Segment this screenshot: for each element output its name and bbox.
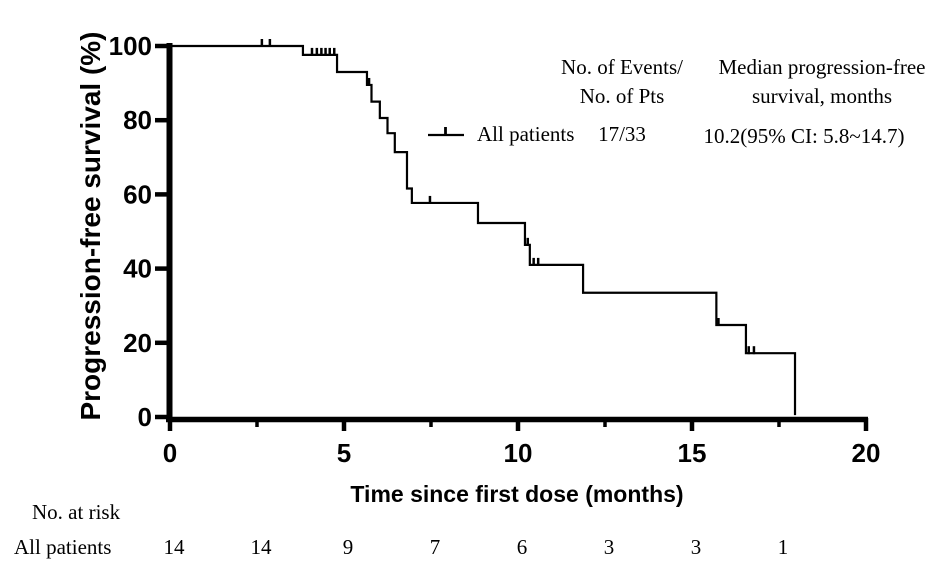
at-risk-count: 9 xyxy=(342,535,354,559)
y-tick-label: 60 xyxy=(123,179,152,209)
at-risk-count: 7 xyxy=(429,535,441,559)
median-header-line1: Median progression-free xyxy=(718,55,926,79)
y-tick-label: 20 xyxy=(123,328,152,358)
events-column-header: No. of Events/ No. of Pts xyxy=(522,53,722,111)
events-header-line2: No. of Pts xyxy=(579,84,665,108)
at-risk-count: 3 xyxy=(603,535,615,559)
at-risk-count: 14 xyxy=(250,535,272,559)
x-tick-label: 0 xyxy=(163,438,177,468)
at-risk-title: No. at risk xyxy=(32,500,121,524)
y-tick-label: 0 xyxy=(138,402,152,432)
events-header-line1: No. of Events/ xyxy=(561,55,683,79)
survival-curve-all-patients xyxy=(170,44,797,416)
median-pfs-value: 10.2(95% CI: 5.8~14.7) xyxy=(703,124,905,148)
y-tick-label: 80 xyxy=(123,105,152,135)
legend-series-label: All patients xyxy=(477,122,575,146)
at-risk-count: 1 xyxy=(777,535,789,559)
x-tick-label: 10 xyxy=(504,438,533,468)
median-column-header: Median progression-free survival, months xyxy=(697,53,931,111)
at-risk-count: 6 xyxy=(516,535,528,559)
y-tick-label: 40 xyxy=(123,254,152,284)
x-tick-label: 20 xyxy=(852,438,881,468)
median-header-line2: survival, months xyxy=(752,84,892,108)
y-tick-label: 100 xyxy=(109,31,152,61)
at-risk-count: 14 xyxy=(163,535,185,559)
events-over-pts-value: 17/33 xyxy=(598,122,646,146)
at-risk-row-label: All patients xyxy=(14,535,112,559)
y-axis-title: Progression-free survival (%) xyxy=(75,31,106,421)
at-risk-count: 3 xyxy=(690,535,702,559)
x-tick-label: 15 xyxy=(678,438,707,468)
x-axis-title: Time since first dose (months) xyxy=(350,481,684,507)
x-tick-label: 5 xyxy=(337,438,351,468)
